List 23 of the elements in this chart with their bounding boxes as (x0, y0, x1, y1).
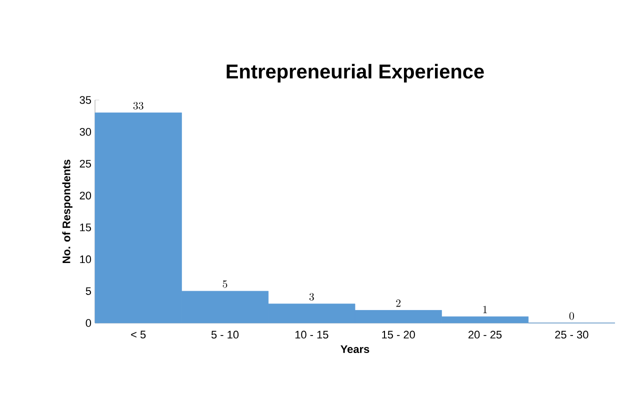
y-tick-label: 25 (80, 160, 92, 168)
data-label: 5 (222, 280, 228, 288)
y-tick-label: 15 (80, 224, 92, 232)
data-label: 0 (569, 312, 574, 320)
data-label: 1 (483, 306, 487, 314)
data-label: 3 (309, 293, 314, 301)
y-tick-label: 5 (86, 287, 92, 295)
x-tick-label: 5 - 10 (211, 330, 239, 339)
y-axis-title: No. of Respondents (62, 160, 72, 264)
x-tick-label: 25 - 30 (555, 330, 588, 339)
y-tick-label: 0 (86, 319, 92, 327)
data-label: 33 (133, 102, 144, 110)
x-tick-label: < 5 (131, 330, 146, 338)
y-tick-label: 30 (80, 128, 92, 136)
y-tick-label: 10 (80, 255, 92, 264)
x-tick-label: 20 - 25 (468, 330, 502, 339)
x-tick-label: 15 - 20 (382, 330, 415, 339)
data-label: 2 (396, 299, 400, 307)
y-tick-label: 20 (80, 192, 92, 200)
x-tick-label: 10 - 15 (295, 330, 328, 339)
chart-title: Entrepreneurial Experience (226, 64, 484, 83)
y-tick-label: 35 (80, 96, 92, 104)
x-axis-title: Years (340, 345, 370, 354)
